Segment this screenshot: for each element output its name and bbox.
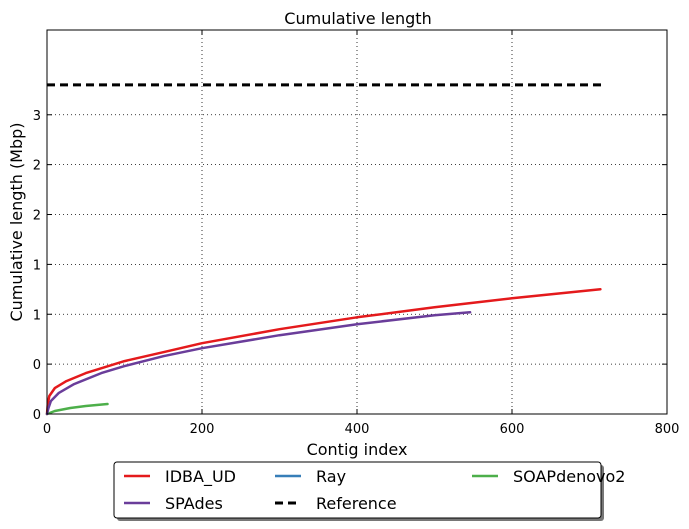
grid xyxy=(47,30,667,414)
legend-items: IDBA_UD Ray SOAPdenovo2 SPAdes Reference xyxy=(124,467,625,513)
chart-title: Cumulative length xyxy=(284,9,431,28)
series-line-spades xyxy=(45,311,472,416)
series-line-soapdenovo2 xyxy=(45,402,109,416)
y-tick-label: 0 xyxy=(33,408,41,423)
series-line-idba-ud xyxy=(45,288,602,416)
series-lines xyxy=(45,83,602,416)
legend-label-spades: SPAdes xyxy=(165,494,223,513)
y-tick-label: 1 xyxy=(33,308,41,323)
y-tick-label: 1 xyxy=(33,258,41,273)
x-tick-label: 600 xyxy=(500,422,525,437)
x-tick-label: 200 xyxy=(190,422,215,437)
x-tick-label: 0 xyxy=(43,422,51,437)
legend-label-reference: Reference xyxy=(316,494,397,513)
x-tick-label: 400 xyxy=(345,422,370,437)
y-tick-label: 2 xyxy=(33,209,41,224)
y-tick-label: 0 xyxy=(33,358,41,373)
legend: IDBA_UD Ray SOAPdenovo2 SPAdes Reference xyxy=(113,461,625,521)
y-tick-label: 3 xyxy=(33,109,41,124)
x-tick-label: 800 xyxy=(655,422,680,437)
legend-label-ray: Ray xyxy=(316,467,346,486)
legend-label-idba-ud: IDBA_UD xyxy=(165,467,236,487)
legend-label-soapdenovo2: SOAPdenovo2 xyxy=(513,467,625,486)
y-tick-label: 2 xyxy=(33,159,41,174)
x-axis-label: Contig index xyxy=(307,440,408,459)
y-axis-label: Cumulative length (Mbp) xyxy=(7,122,26,321)
